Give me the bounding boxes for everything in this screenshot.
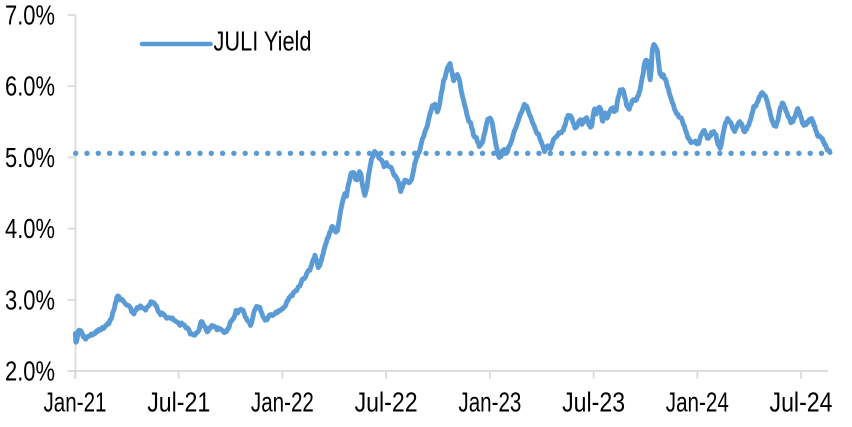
svg-text:Jul-23: Jul-23 [562,387,625,418]
svg-text:4.0%: 4.0% [5,213,55,244]
svg-text:6.0%: 6.0% [5,71,55,102]
svg-text:3.0%: 3.0% [5,284,55,315]
svg-text:JULI Yield: JULI Yield [214,26,312,57]
svg-text:Jul-24: Jul-24 [770,387,833,418]
svg-text:Jan-22: Jan-22 [251,387,314,418]
svg-text:7.0%: 7.0% [5,0,55,31]
svg-text:5.0%: 5.0% [5,142,55,173]
svg-text:Jul-21: Jul-21 [147,387,210,418]
svg-text:Jan-21: Jan-21 [44,387,107,418]
svg-text:Jan-23: Jan-23 [458,387,521,418]
svg-text:Jul-22: Jul-22 [355,387,418,418]
svg-text:Jan-24: Jan-24 [666,387,729,418]
svg-text:2.0%: 2.0% [5,356,55,387]
